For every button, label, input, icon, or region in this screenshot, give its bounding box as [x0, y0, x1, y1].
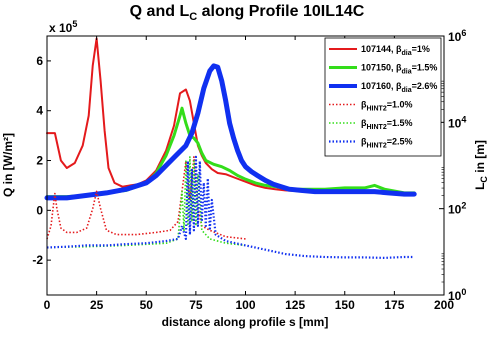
legend-label-pre: β [361, 137, 367, 147]
chart-title-pre: Q and L [130, 3, 190, 20]
x-tick-label: 200 [434, 298, 454, 312]
legend-label-pre: β [361, 100, 367, 110]
legend-label-5: βHINT2=1.5% [361, 118, 413, 131]
y-right-tick-base: 10 [448, 289, 462, 303]
y-left-tick-label: 2 [36, 154, 43, 168]
x-tick-label: 150 [335, 298, 355, 312]
y-right-tick-base: 10 [448, 203, 462, 217]
x-tick-label: 175 [384, 298, 404, 312]
y-right-tick-base: 10 [448, 116, 462, 130]
y-right-axis-label: LC in [m] [473, 140, 489, 190]
legend-label-sub: dia [402, 69, 412, 76]
y-right-tick-label: 100 [448, 287, 466, 303]
legend-label-sub: HINT2 [367, 124, 387, 131]
legend-label-sub: dia [402, 87, 412, 94]
legend-label-post: =1.5% [412, 63, 438, 73]
y-left-axis-label: Q in [W/m²] [1, 133, 15, 197]
x-axis-label: distance along profile s [mm] [162, 315, 329, 329]
y-right-tick-exponent: 2 [461, 201, 466, 211]
legend-label-6: βHINT2=2.5% [361, 137, 413, 150]
legend: 107144, βdia=1%107150, βdia=1.5%107160, … [324, 37, 442, 157]
legend-label-sub: HINT2 [367, 106, 387, 113]
chart-title-post: along Profile 10IL14C [197, 3, 365, 20]
x-tick-label: 25 [90, 298, 104, 312]
y-right-tick-exponent: 4 [461, 114, 466, 124]
y-left-exponent-power: 5 [72, 19, 77, 29]
legend-label-pre: 107144, β [361, 44, 402, 54]
series-line-5 [46, 156, 246, 249]
legend-label-2: 107150, βdia=1.5% [361, 63, 437, 76]
y-right-tick-exponent: 0 [461, 287, 466, 297]
legend-label-pre: β [361, 118, 367, 128]
x-tick-label: 0 [44, 298, 51, 312]
y-right-tick-label: 104 [448, 114, 466, 130]
x-tick-label: 125 [285, 298, 305, 312]
legend-label-post: =2.6% [412, 81, 438, 91]
series-line-3 [44, 63, 417, 201]
y-right-tick-exponent: 6 [461, 28, 466, 38]
legend-label-pre: 107160, β [361, 81, 402, 91]
y-right-label-post: in [m] [473, 140, 487, 176]
x-tick-label: 50 [140, 298, 154, 312]
legend-label-post: =2.5% [387, 137, 413, 147]
legend-label-post: =1.5% [387, 118, 413, 128]
legend-label-post: =1.0% [387, 100, 413, 110]
y-right-tick-label: 106 [448, 28, 466, 44]
y-left-tick-label: -2 [32, 253, 43, 267]
y-axis-left: -2 0 2 4 6 [32, 54, 51, 267]
chart-title: Q and LC along Profile 10IL14C [130, 3, 365, 23]
legend-label-1: 107144, βdia=1% [361, 44, 430, 57]
plot-area [44, 37, 417, 259]
y-right-tick-base: 10 [448, 30, 462, 44]
chart-title-sub: C [189, 11, 197, 23]
y-left-tick-label: 6 [36, 54, 43, 68]
x-axis: 0 25 50 75 100 125 150 175 200 [44, 36, 454, 312]
y-left-exponent: x 105 [49, 19, 77, 35]
x-tick-label: 75 [189, 298, 203, 312]
legend-label-post: =1% [412, 44, 430, 54]
legend-box [324, 37, 442, 157]
y-left-exponent-base: x 10 [49, 21, 73, 35]
y-right-label-sub: C [479, 176, 489, 183]
y-right-label-pre: L [473, 183, 487, 190]
legend-label-pre: 107150, β [361, 63, 402, 73]
legend-label-3: 107160, βdia=2.6% [361, 81, 437, 94]
x-tick-label: 100 [235, 298, 255, 312]
y-left-tick-label: 0 [36, 203, 43, 217]
legend-label-sub: dia [402, 50, 412, 57]
series-line-6 [46, 155, 415, 259]
legend-label-4: βHINT2=1.0% [361, 100, 413, 113]
y-left-tick-label: 4 [36, 104, 43, 118]
y-right-tick-label: 102 [448, 201, 466, 217]
legend-label-sub: HINT2 [367, 143, 387, 150]
